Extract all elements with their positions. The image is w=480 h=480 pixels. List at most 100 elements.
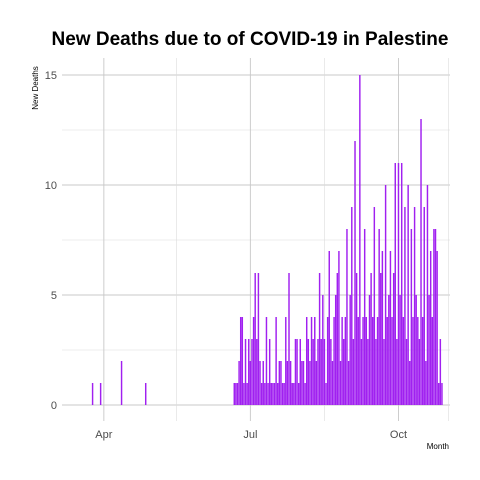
bar bbox=[429, 251, 432, 405]
bar bbox=[91, 383, 94, 405]
bar bbox=[259, 361, 261, 405]
bar bbox=[378, 229, 380, 405]
bar bbox=[326, 317, 329, 405]
bar bbox=[425, 361, 427, 405]
bar bbox=[372, 317, 374, 405]
bar bbox=[376, 317, 379, 405]
bar bbox=[144, 383, 147, 405]
bar bbox=[370, 273, 372, 405]
bar bbox=[394, 163, 396, 405]
bar bbox=[265, 317, 268, 405]
bar bbox=[333, 317, 335, 405]
bar bbox=[299, 339, 301, 405]
bar bbox=[415, 295, 417, 405]
bar bbox=[389, 251, 392, 405]
bar bbox=[281, 383, 284, 405]
bar bbox=[426, 185, 429, 405]
x-tick-label: Jul bbox=[243, 429, 257, 441]
bar bbox=[344, 317, 347, 405]
bar bbox=[423, 207, 425, 405]
bar bbox=[320, 339, 322, 405]
bar bbox=[314, 317, 316, 405]
bar bbox=[359, 75, 361, 405]
bar bbox=[256, 339, 258, 405]
bar bbox=[293, 383, 295, 405]
bar bbox=[328, 251, 330, 405]
bar bbox=[317, 339, 319, 405]
bar bbox=[305, 317, 308, 405]
bar bbox=[248, 339, 250, 405]
y-tick-label: 10 bbox=[45, 180, 57, 192]
bar bbox=[289, 361, 292, 405]
bar bbox=[249, 361, 252, 405]
y-axis-title: New Deaths bbox=[31, 66, 40, 110]
bar bbox=[433, 229, 435, 405]
bar bbox=[236, 383, 239, 405]
bar bbox=[384, 185, 387, 405]
bar bbox=[244, 339, 247, 405]
bar bbox=[243, 383, 245, 405]
bar bbox=[307, 339, 310, 405]
bar bbox=[336, 273, 339, 405]
y-axis-ticks: 0 5 10 15 bbox=[45, 70, 57, 412]
bar bbox=[388, 295, 390, 405]
bar bbox=[412, 317, 414, 405]
bar bbox=[441, 383, 443, 405]
y-tick-label: 5 bbox=[51, 290, 57, 302]
bar bbox=[254, 273, 256, 405]
bar bbox=[297, 383, 300, 405]
bar bbox=[431, 317, 434, 405]
bar bbox=[417, 317, 419, 405]
bar bbox=[352, 339, 355, 405]
bar bbox=[421, 317, 424, 405]
bar bbox=[312, 339, 314, 405]
bar bbox=[355, 273, 358, 405]
bar bbox=[262, 361, 264, 405]
bar bbox=[331, 361, 334, 405]
bar bbox=[322, 295, 324, 405]
bar bbox=[268, 339, 271, 405]
bar bbox=[410, 229, 413, 405]
bar bbox=[233, 383, 235, 405]
bar bbox=[310, 317, 313, 405]
bar bbox=[280, 361, 282, 405]
bar bbox=[267, 383, 269, 405]
bar bbox=[273, 383, 276, 405]
bar bbox=[246, 383, 248, 405]
bar bbox=[277, 383, 279, 405]
bar bbox=[351, 207, 353, 405]
bar bbox=[270, 383, 273, 405]
bar bbox=[309, 361, 311, 405]
bar bbox=[407, 185, 409, 405]
bar bbox=[338, 251, 340, 405]
bar bbox=[368, 295, 371, 405]
bar bbox=[120, 361, 123, 405]
bar bbox=[318, 273, 321, 405]
bar bbox=[278, 361, 281, 405]
x-tick-label: Oct bbox=[390, 429, 407, 441]
bar bbox=[283, 383, 285, 405]
bar bbox=[301, 361, 303, 405]
bar bbox=[235, 383, 237, 405]
bar bbox=[325, 383, 327, 405]
bar bbox=[343, 339, 345, 405]
bar bbox=[291, 383, 293, 405]
bar bbox=[373, 207, 376, 405]
bar bbox=[330, 339, 332, 405]
bar bbox=[339, 361, 342, 405]
bar bbox=[362, 317, 364, 405]
bar bbox=[252, 317, 255, 405]
bar bbox=[302, 361, 305, 405]
bar bbox=[380, 273, 382, 405]
bar bbox=[402, 317, 405, 405]
bar bbox=[360, 339, 363, 405]
bar bbox=[363, 229, 366, 405]
bar bbox=[400, 163, 403, 405]
bar bbox=[251, 339, 253, 405]
bar bbox=[286, 361, 289, 405]
bar bbox=[375, 339, 377, 405]
x-axis-ticks: Apr Jul Oct bbox=[95, 429, 407, 441]
bar bbox=[439, 339, 442, 405]
bar bbox=[392, 273, 395, 405]
